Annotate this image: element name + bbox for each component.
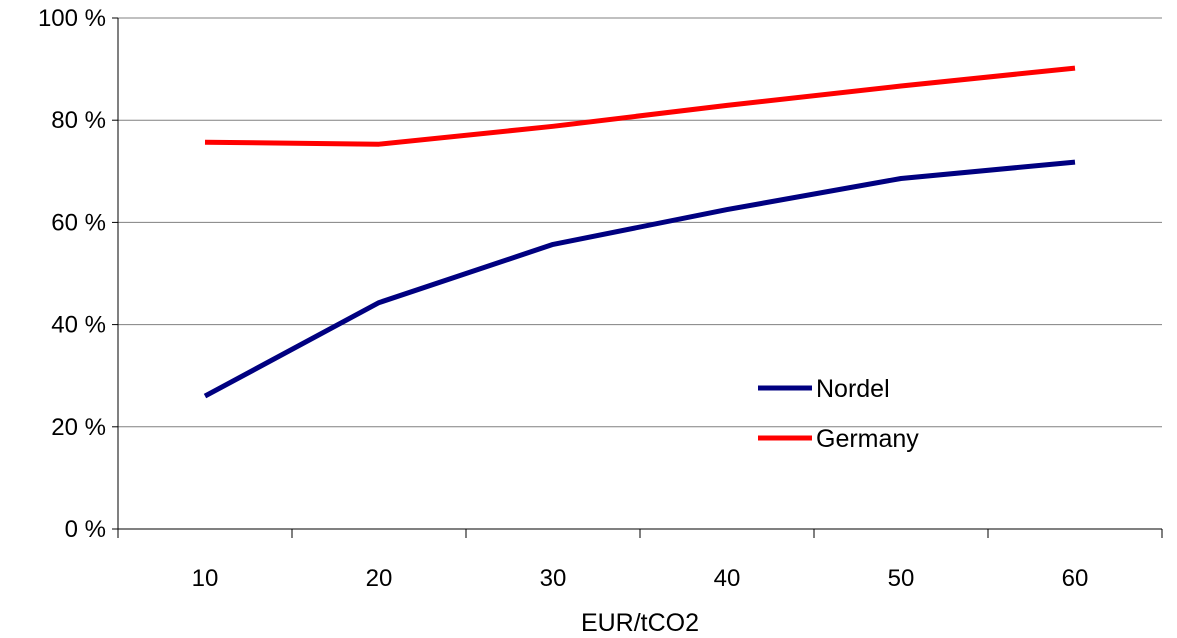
series-lines bbox=[203, 65, 1076, 399]
x-axis-ticks: 10 20 30 40 50 60 bbox=[117, 529, 1163, 592]
series-line-germany bbox=[204, 65, 1076, 147]
legend-label: Germany bbox=[816, 425, 919, 453]
y-tick-label: 60 % bbox=[51, 209, 106, 236]
series-line-nordel bbox=[203, 159, 1076, 399]
axes bbox=[117, 18, 1162, 530]
x-tick-label: 40 bbox=[714, 565, 741, 592]
y-tick-label: 20 % bbox=[51, 414, 106, 441]
y-tick-label: 40 % bbox=[51, 312, 106, 339]
y-tick-label: 80 % bbox=[51, 107, 106, 134]
x-tick-label: 10 bbox=[192, 565, 219, 592]
gridlines bbox=[118, 17, 1162, 428]
y-tick-label: 100 % bbox=[38, 5, 106, 32]
y-axis-ticks: 0 % 20 % 40 % 60 % 80 % 100 % bbox=[38, 5, 118, 543]
legend: Nordel Germany bbox=[758, 375, 919, 453]
x-tick-label: 20 bbox=[366, 565, 393, 592]
y-tick-label: 0 % bbox=[65, 516, 106, 543]
x-tick-label: 60 bbox=[1062, 565, 1089, 592]
x-tick-label: 50 bbox=[888, 565, 915, 592]
x-axis-title: EUR/tCO2 bbox=[581, 609, 699, 637]
legend-label: Nordel bbox=[816, 375, 890, 403]
x-tick-label: 30 bbox=[540, 565, 567, 592]
